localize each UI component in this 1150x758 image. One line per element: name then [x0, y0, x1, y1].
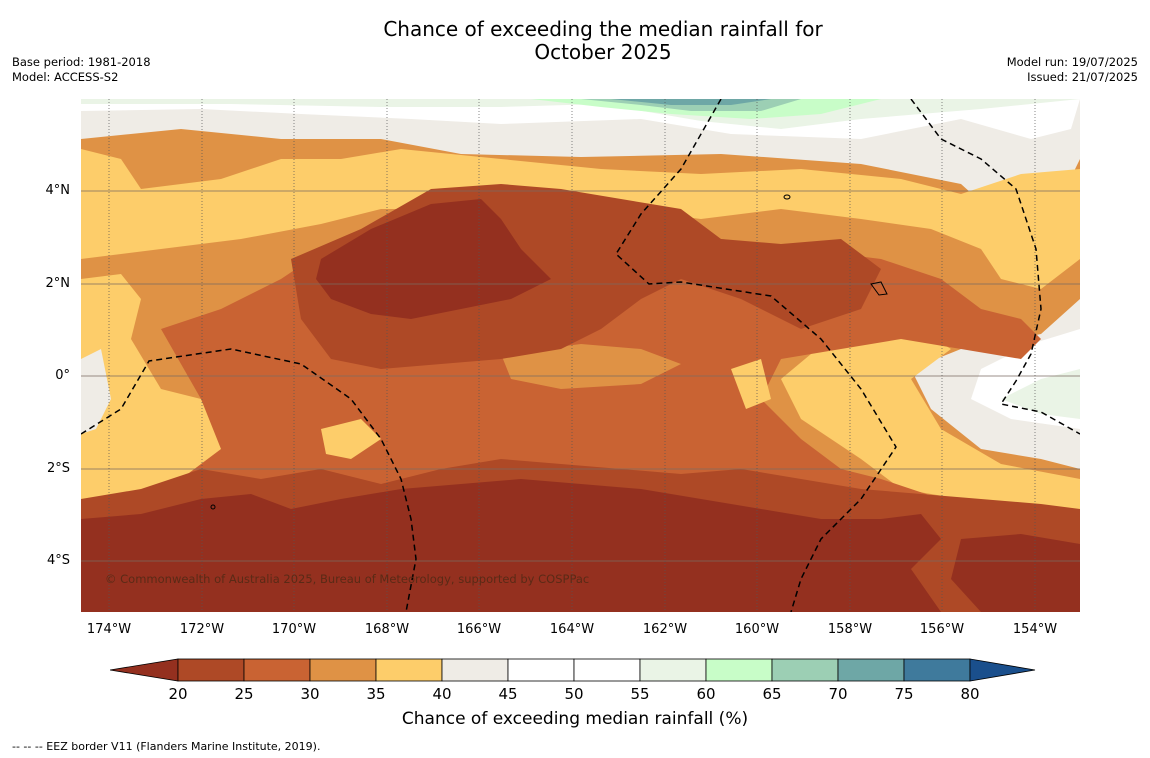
- colorbar-30-35: [309, 658, 377, 682]
- y-tick-0: 0°: [55, 368, 70, 383]
- x-tick-168w: 168°W: [364, 622, 410, 637]
- colorbar-tick-40: 40: [432, 685, 452, 703]
- colorbar-25-30: [243, 658, 311, 682]
- colorbar-over-triangle: [969, 658, 1036, 682]
- colorbar-55-60: [639, 658, 707, 682]
- y-tick-2n: 2°N: [45, 276, 71, 291]
- x-tick-154w: 154°W: [1012, 622, 1058, 637]
- colorbar-tick-70: 70: [828, 685, 848, 703]
- colorbar-tick-35: 35: [366, 685, 386, 703]
- colorbar-35-40: [375, 658, 443, 682]
- colorbar-75-80: [903, 658, 971, 682]
- colorbar-45-50: [507, 658, 575, 682]
- eez-legend: -- -- -- EEZ border V11 (Flanders Marine…: [12, 740, 321, 753]
- band-35-40-patch-1: [321, 419, 381, 459]
- eez-borders: [81, 99, 1080, 612]
- colorbar-tick-75: 75: [894, 685, 914, 703]
- band-40-45-west: [81, 349, 111, 434]
- colorbar-tick-80: 80: [960, 685, 980, 703]
- x-tick-170w: 170°W: [271, 622, 317, 637]
- copyright-notice: © Commonwealth of Australia 2025, Bureau…: [105, 572, 590, 586]
- colorbar-label: Chance of exceeding median rainfall (%): [401, 709, 749, 729]
- model-run: Model run: 19/07/2025: [1006, 55, 1138, 69]
- model-name: Model: ACCESS-S2: [12, 70, 119, 84]
- base-period: Base period: 1981-2018: [12, 55, 151, 69]
- colorbar: [110, 658, 1036, 682]
- band-70-75-north: [611, 99, 771, 105]
- y-tick-2s: 2°S: [46, 461, 70, 476]
- colorbar-tick-55: 55: [630, 685, 650, 703]
- x-tick-166w: 166°W: [456, 622, 502, 637]
- colorbar-tick-25: 25: [234, 685, 254, 703]
- colorbar-tick-65: 65: [762, 685, 782, 703]
- colorbar-tick-60: 60: [696, 685, 716, 703]
- x-tick-164w: 164°W: [549, 622, 595, 637]
- band-35-40-patch-2: [731, 359, 771, 409]
- colorbar-tick-30: 30: [300, 685, 320, 703]
- island-outlines: [210, 194, 888, 510]
- colorbar-tick-50: 50: [564, 685, 584, 703]
- colorbar-50-55: [573, 658, 641, 682]
- meta-left: Base period: 1981-2018 Model: ACCESS-S2: [12, 55, 151, 85]
- issued-date: Issued: 21/07/2025: [1027, 70, 1138, 84]
- rainfall-map: [81, 99, 1080, 612]
- x-tick-174w: 174°W: [86, 622, 132, 637]
- band-under-20-south-east: [951, 534, 1080, 612]
- band-under-20-south-west: [81, 479, 941, 612]
- colorbar-40-45: [441, 658, 509, 682]
- map-title: Chance of exceeding the median rainfall …: [300, 18, 906, 64]
- x-tick-158w: 158°W: [827, 622, 873, 637]
- colorbar-60-65: [705, 658, 773, 682]
- colorbar-under-triangle: [110, 658, 179, 682]
- title-line-2: October 2025: [534, 40, 672, 64]
- meta-right: Model run: 19/07/2025 Issued: 21/07/2025: [1007, 55, 1138, 85]
- x-tick-172w: 172°W: [179, 622, 225, 637]
- x-tick-156w: 156°W: [919, 622, 965, 637]
- title-line-1: Chance of exceeding the median rainfall …: [383, 17, 823, 41]
- colorbar-65-70: [771, 658, 839, 682]
- colorbar-70-75: [837, 658, 905, 682]
- x-tick-162w: 162°W: [642, 622, 688, 637]
- colorbar-20-25: [177, 658, 245, 682]
- colorbar-tick-45: 45: [498, 685, 518, 703]
- band-55-60-east: [1001, 369, 1080, 419]
- rainfall-contour-svg: [81, 99, 1080, 612]
- band-30-35-patch-1: [501, 344, 681, 389]
- colorbar-tick-20: 20: [168, 685, 188, 703]
- band-35-40-north: [81, 149, 1080, 289]
- x-tick-160w: 160°W: [734, 622, 780, 637]
- y-tick-4n: 4°N: [45, 183, 71, 198]
- latitude-gridlines: [81, 190, 1080, 562]
- y-tick-4s: 4°S: [46, 553, 70, 568]
- band-under-20-center: [316, 199, 551, 319]
